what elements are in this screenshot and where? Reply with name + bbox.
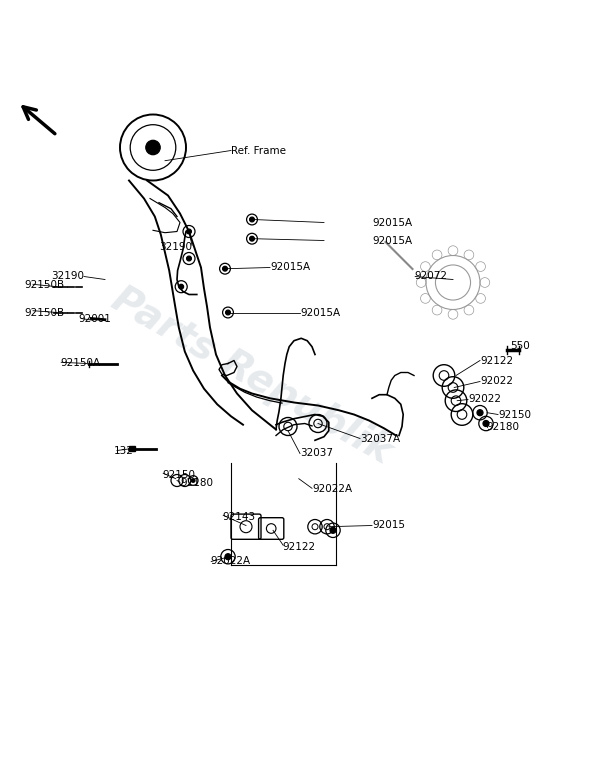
Bar — [129, 446, 135, 451]
Text: 92015A: 92015A — [372, 218, 412, 228]
Circle shape — [225, 553, 231, 560]
Circle shape — [250, 217, 254, 222]
Text: 132: 132 — [114, 446, 134, 456]
Text: 32037A: 32037A — [360, 433, 400, 443]
Circle shape — [146, 140, 160, 155]
Text: 92180: 92180 — [486, 422, 519, 432]
Text: 92150B: 92150B — [24, 281, 64, 291]
Text: 92022A: 92022A — [312, 484, 352, 494]
Text: 32190: 32190 — [51, 271, 84, 281]
Text: 32190: 32190 — [159, 242, 192, 252]
Text: 550: 550 — [510, 340, 530, 350]
Circle shape — [223, 267, 227, 271]
Text: 92015A: 92015A — [300, 308, 340, 318]
Text: Ref. Frame: Ref. Frame — [231, 146, 286, 156]
Text: 92122: 92122 — [480, 356, 513, 366]
Text: 92150B: 92150B — [24, 308, 64, 318]
Text: 92150: 92150 — [162, 470, 195, 480]
Text: 92022A: 92022A — [210, 556, 250, 567]
Circle shape — [226, 310, 230, 315]
Text: 92143: 92143 — [222, 512, 255, 522]
Text: 92015: 92015 — [372, 521, 405, 531]
Text: 92150A: 92150A — [60, 359, 100, 368]
Text: 92022: 92022 — [480, 377, 513, 387]
Text: 92072: 92072 — [414, 271, 447, 281]
Text: 92015A: 92015A — [372, 236, 412, 246]
Text: 92001: 92001 — [78, 314, 111, 323]
Text: 32037: 32037 — [300, 449, 333, 459]
Text: 92122: 92122 — [282, 542, 315, 552]
Circle shape — [187, 256, 191, 261]
Circle shape — [330, 527, 336, 533]
Text: 92180: 92180 — [180, 478, 213, 488]
Text: 92022: 92022 — [468, 394, 501, 405]
Circle shape — [187, 229, 191, 234]
Circle shape — [179, 284, 184, 289]
Text: 92150: 92150 — [498, 409, 531, 419]
Circle shape — [477, 410, 483, 415]
Circle shape — [191, 479, 195, 482]
Text: Parts Republik: Parts Republik — [105, 280, 399, 471]
Circle shape — [483, 421, 489, 426]
Circle shape — [250, 236, 254, 241]
Text: 92015A: 92015A — [270, 263, 310, 273]
